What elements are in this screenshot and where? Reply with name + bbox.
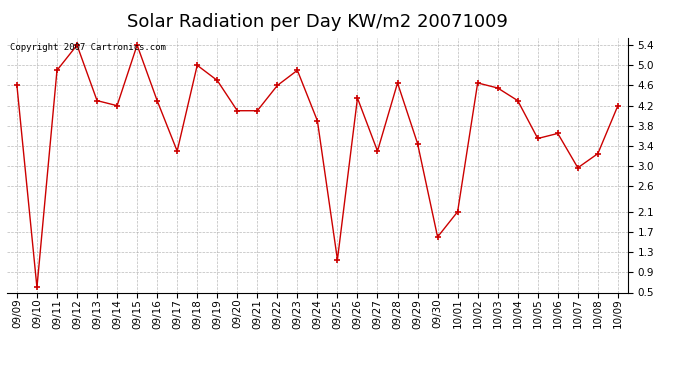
- Text: Copyright 2007 Cartronics.com: Copyright 2007 Cartronics.com: [10, 43, 166, 52]
- Text: Solar Radiation per Day KW/m2 20071009: Solar Radiation per Day KW/m2 20071009: [127, 13, 508, 31]
